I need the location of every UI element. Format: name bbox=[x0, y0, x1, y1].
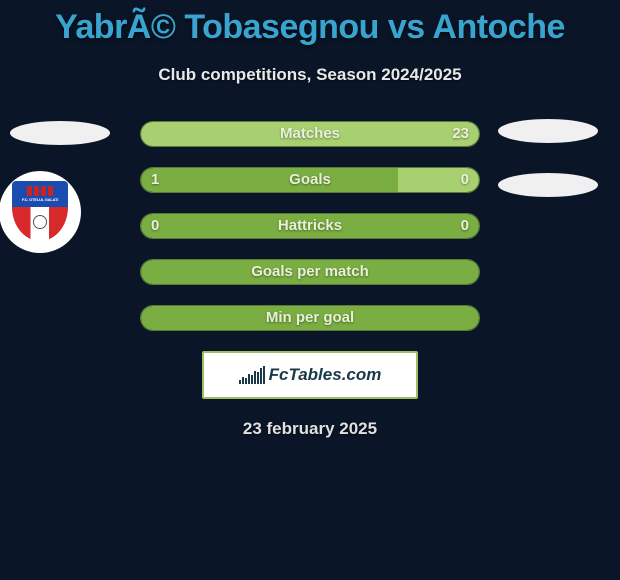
club-shield-icon: F.C. OTELUL GALATI bbox=[12, 181, 68, 241]
player1-name-placeholder bbox=[10, 121, 110, 145]
stat-label: Min per goal bbox=[141, 306, 479, 330]
snapshot-date: 23 february 2025 bbox=[0, 419, 620, 439]
stat-value-right: 0 bbox=[461, 214, 469, 238]
stat-row-goals-per-match: Goals per match bbox=[140, 259, 480, 285]
brand-chart-icon bbox=[239, 366, 265, 384]
stat-label: Goals bbox=[141, 168, 479, 192]
brand-attribution[interactable]: FcTables.com bbox=[202, 351, 418, 399]
stat-row-min-per-goal: Min per goal bbox=[140, 305, 480, 331]
stat-label: Hattricks bbox=[141, 214, 479, 238]
right-player-column bbox=[498, 121, 598, 227]
comparison-content: F.C. OTELUL GALATI Matches 23 1 Goals 0 … bbox=[0, 121, 620, 439]
stat-value-right: 23 bbox=[452, 122, 469, 146]
stat-row-hattricks: 0 Hattricks 0 bbox=[140, 213, 480, 239]
stat-value-right: 0 bbox=[461, 168, 469, 192]
player2-club-placeholder bbox=[498, 173, 598, 197]
stat-row-goals: 1 Goals 0 bbox=[140, 167, 480, 193]
stat-label: Goals per match bbox=[141, 260, 479, 284]
brand-name: FcTables.com bbox=[269, 365, 382, 385]
left-player-column: F.C. OTELUL GALATI bbox=[10, 121, 110, 253]
player2-name-placeholder bbox=[498, 119, 598, 143]
subtitle: Club competitions, Season 2024/2025 bbox=[0, 65, 620, 85]
stat-row-matches: Matches 23 bbox=[140, 121, 480, 147]
stat-label: Matches bbox=[141, 122, 479, 146]
page-title: YabrÃ© Tobasegnou vs Antoche bbox=[0, 0, 620, 47]
player1-club-badge: F.C. OTELUL GALATI bbox=[0, 171, 81, 253]
stat-bars: Matches 23 1 Goals 0 0 Hattricks 0 Goals… bbox=[140, 121, 480, 331]
